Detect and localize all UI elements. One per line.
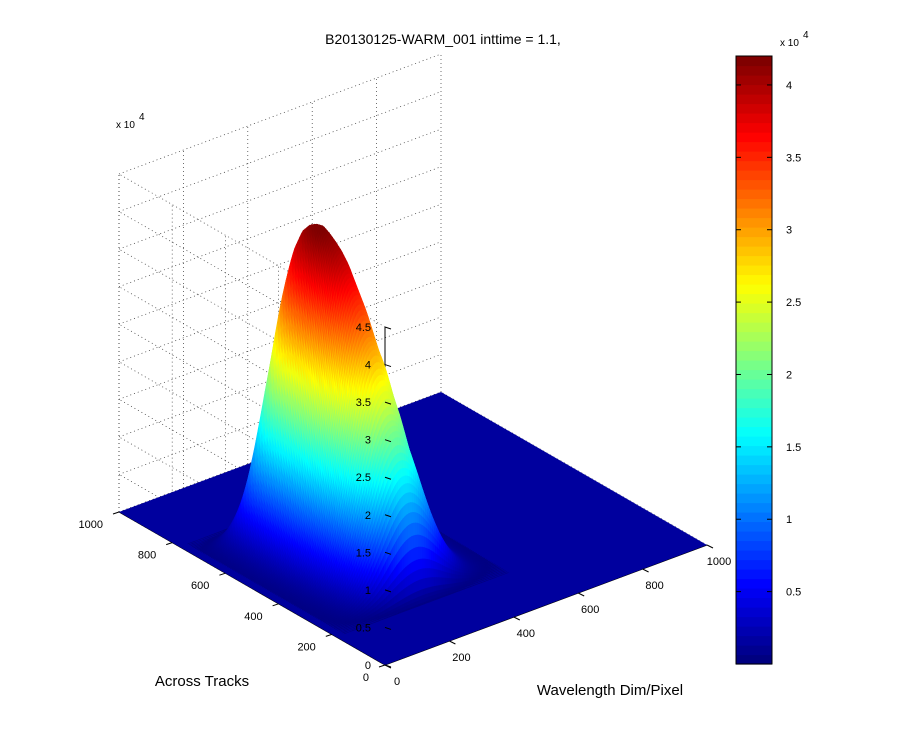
grid-line: [118, 203, 442, 325]
grid-line: [118, 128, 442, 250]
chart-title: B20130125-WARM_001 inttime = 1.1,: [325, 31, 561, 47]
surface-plot: [119, 223, 707, 665]
grid-line: [118, 91, 442, 212]
surface-facet: [194, 541, 197, 544]
surface-facet: [195, 542, 199, 545]
surface-facet: [192, 541, 195, 543]
grid-line: [118, 166, 442, 288]
grid-line: [118, 53, 442, 175]
